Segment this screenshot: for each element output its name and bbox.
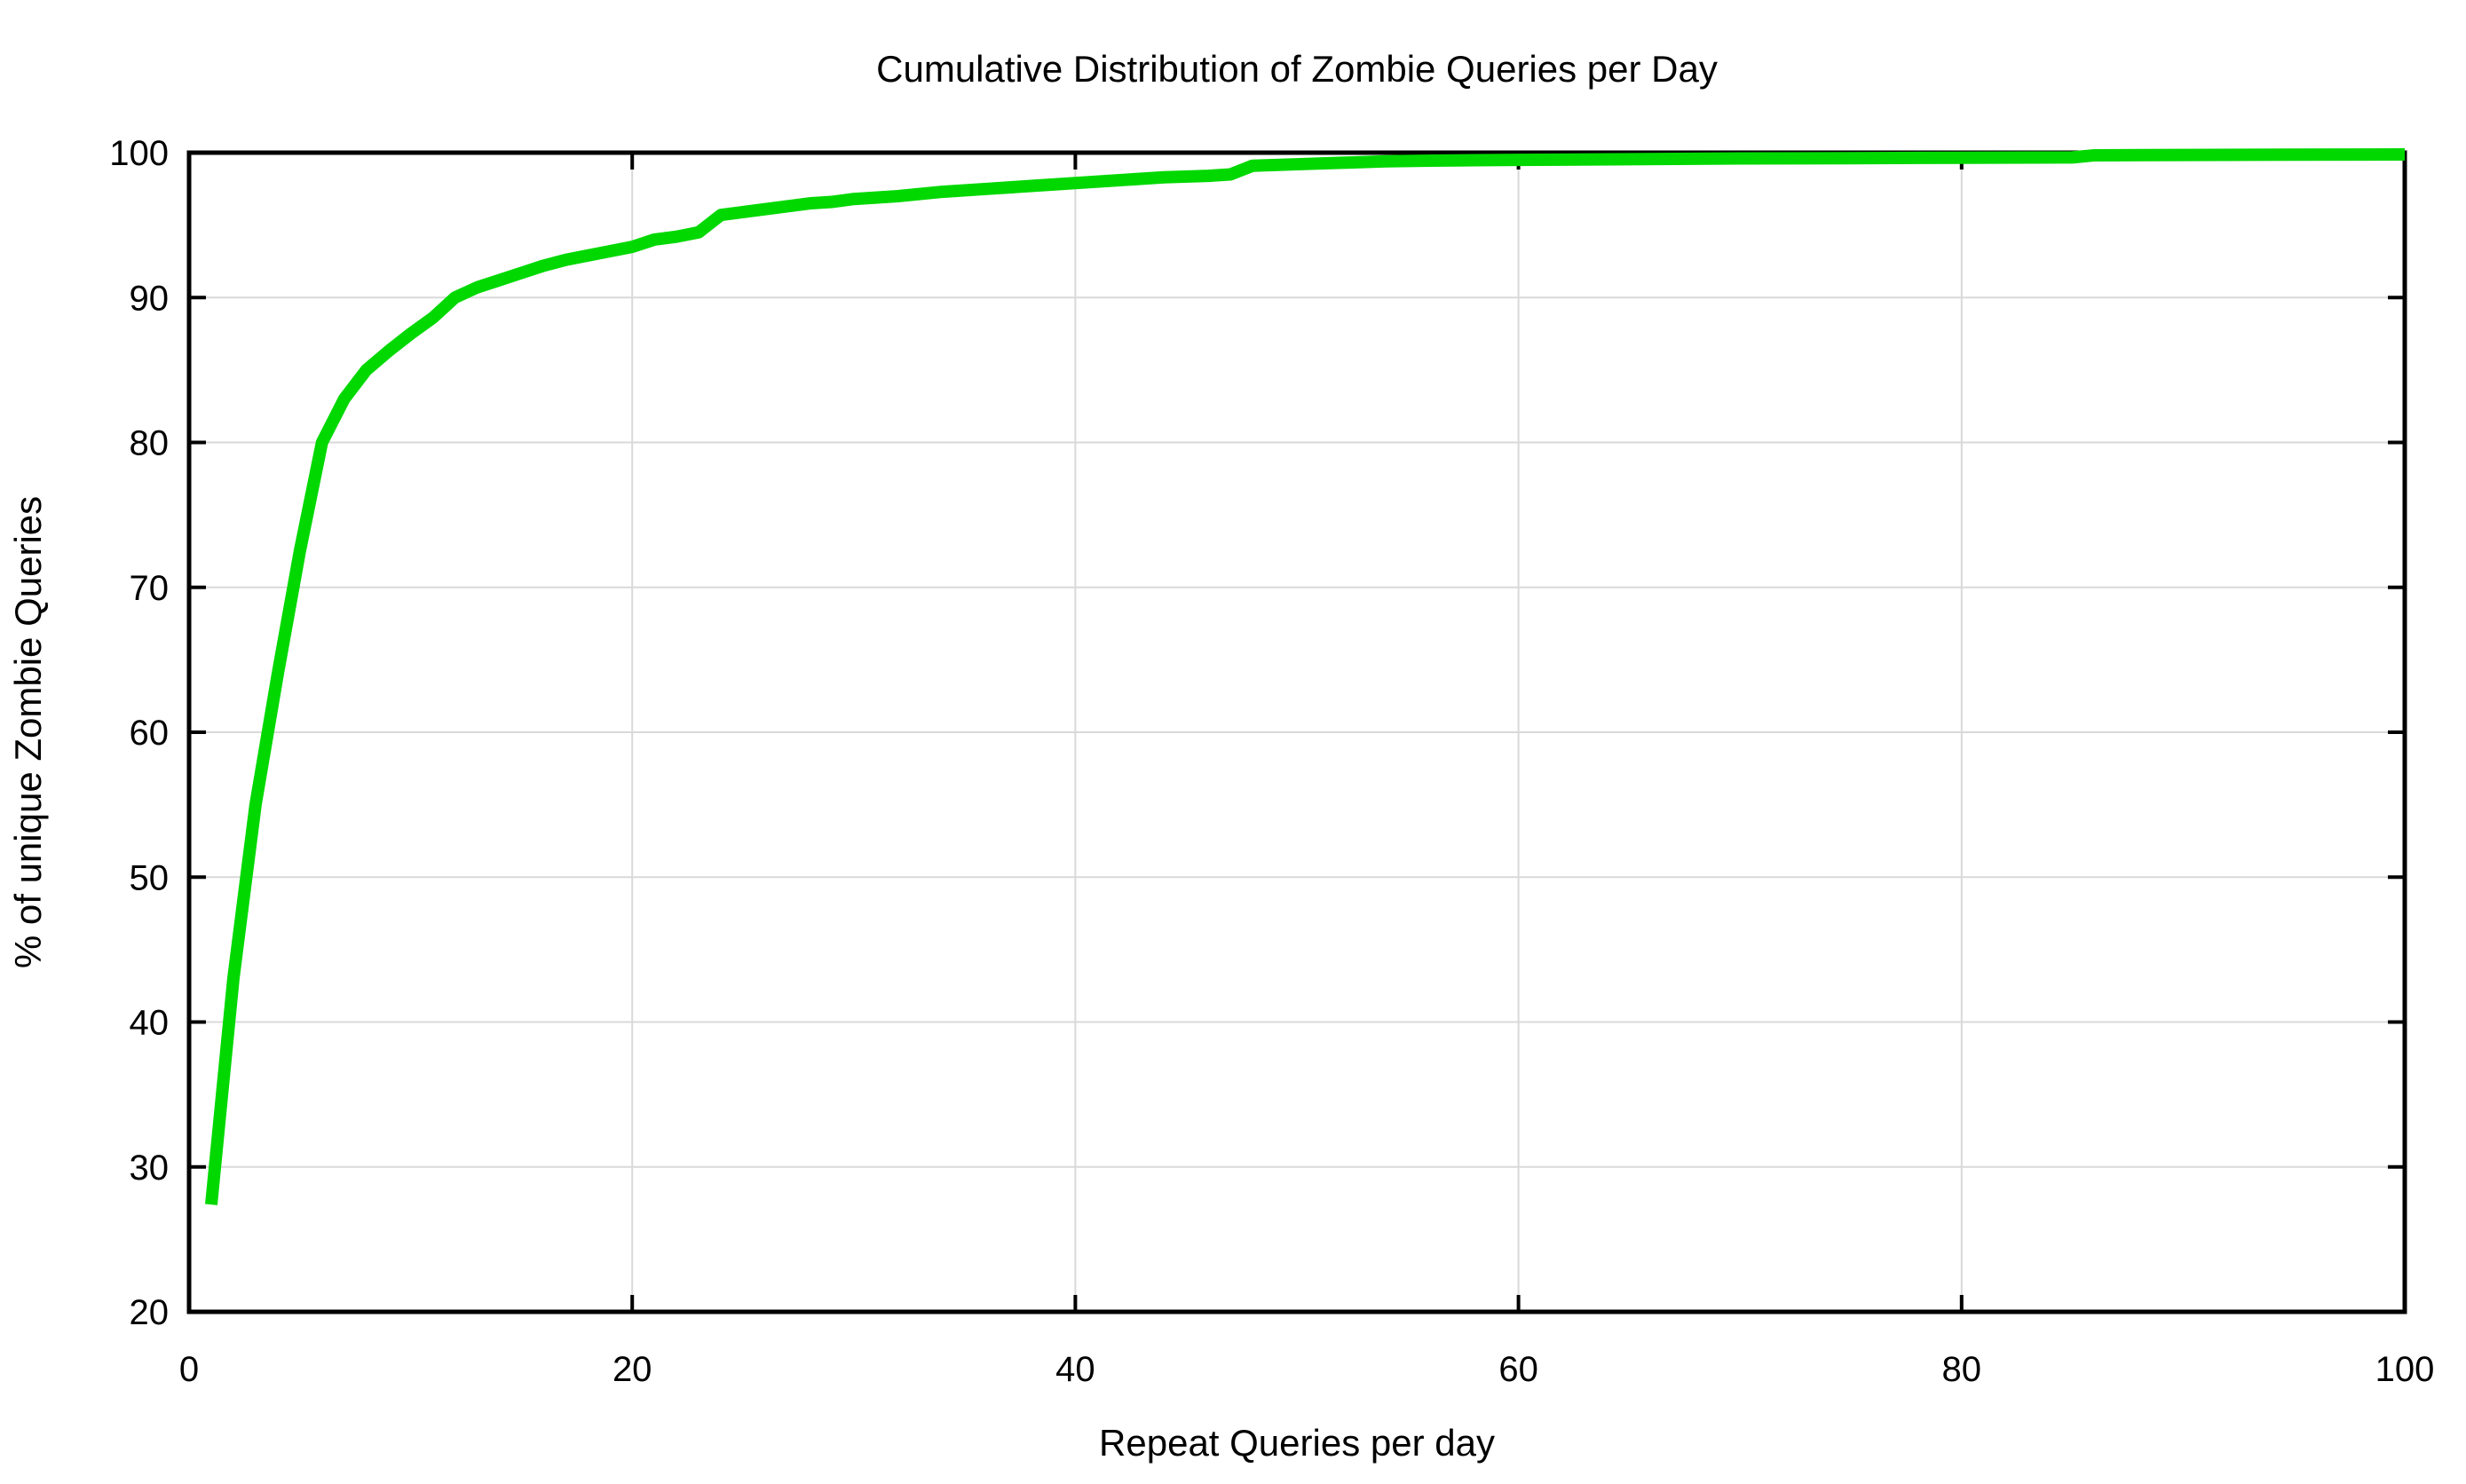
y-tick-label: 20 <box>130 1293 170 1332</box>
x-tick-labels: 0 20 40 60 80 100 <box>179 1350 2435 1389</box>
y-tick-label: 80 <box>130 424 170 463</box>
cdf-curve <box>204 147 2406 1205</box>
axis-ticks <box>187 151 2407 1314</box>
y-tick-label: 30 <box>130 1149 170 1188</box>
x-axis-label: Repeat Queries per day <box>1099 1422 1495 1464</box>
x-tick-label: 100 <box>2375 1350 2435 1389</box>
y-tick-label: 50 <box>130 858 170 897</box>
x-tick-label: 80 <box>1942 1350 1982 1389</box>
x-tick-label: 0 <box>179 1350 199 1389</box>
y-tick-label: 70 <box>130 569 170 608</box>
y-tick-label: 90 <box>130 279 170 318</box>
y-axis-label: % of unique Zombie Queries <box>7 496 49 968</box>
gridlines <box>188 152 2406 1313</box>
x-tick-label: 40 <box>1055 1350 1095 1389</box>
y-tick-label: 60 <box>130 714 170 753</box>
y-tick-label: 100 <box>109 134 169 173</box>
y-tick-labels: 20 30 40 50 60 70 80 90 100 <box>109 134 169 1332</box>
chart-title: Cumulative Distribution of Zombie Querie… <box>876 48 1718 90</box>
x-tick-label: 60 <box>1498 1350 1538 1389</box>
y-tick-label: 40 <box>130 1004 170 1043</box>
x-tick-label: 20 <box>613 1350 652 1389</box>
